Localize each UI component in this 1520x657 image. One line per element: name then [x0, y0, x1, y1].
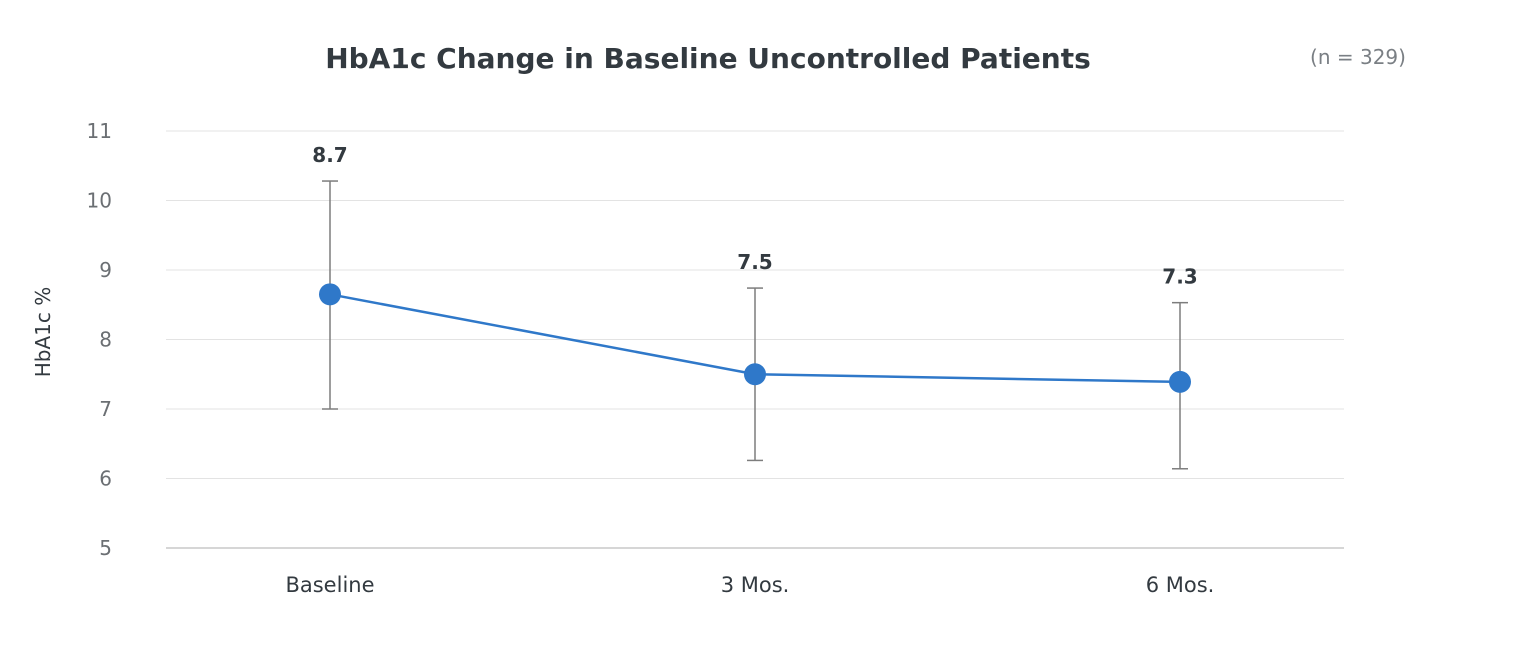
x-tick-label: Baseline: [285, 573, 374, 597]
y-tick-label: 7: [99, 397, 112, 421]
data-point: [744, 363, 766, 386]
chart-subtitle: (n = 329): [1310, 45, 1406, 69]
y-tick-label: 10: [87, 189, 112, 213]
x-tick-label: 3 Mos.: [721, 573, 790, 597]
chart-title: HbA1c Change in Baseline Uncontrolled Pa…: [325, 42, 1091, 75]
y-tick-label: 8: [99, 328, 112, 352]
data-point: [319, 283, 341, 306]
y-tick-label: 11: [87, 119, 112, 143]
x-tick-label: 6 Mos.: [1146, 573, 1215, 597]
x-axis-categories: Baseline 3 Mos. 6 Mos.: [285, 573, 1214, 597]
data-point: [1169, 370, 1191, 393]
data-points: [319, 283, 1191, 393]
gridlines: [166, 130, 1344, 549]
error-bars: [322, 180, 1188, 470]
y-axis-label: HbA1c %: [31, 287, 55, 378]
data-label: 7.3: [1162, 265, 1197, 289]
y-tick-label: 6: [99, 467, 112, 491]
data-labels: 8.7 7.5 7.3: [312, 143, 1197, 289]
y-tick-label: 9: [99, 258, 112, 282]
data-label: 8.7: [312, 143, 347, 167]
data-label: 7.5: [737, 250, 772, 274]
y-tick-label: 5: [99, 536, 112, 560]
y-axis-ticks: 5 6 7 8 9 10 11: [87, 119, 112, 560]
